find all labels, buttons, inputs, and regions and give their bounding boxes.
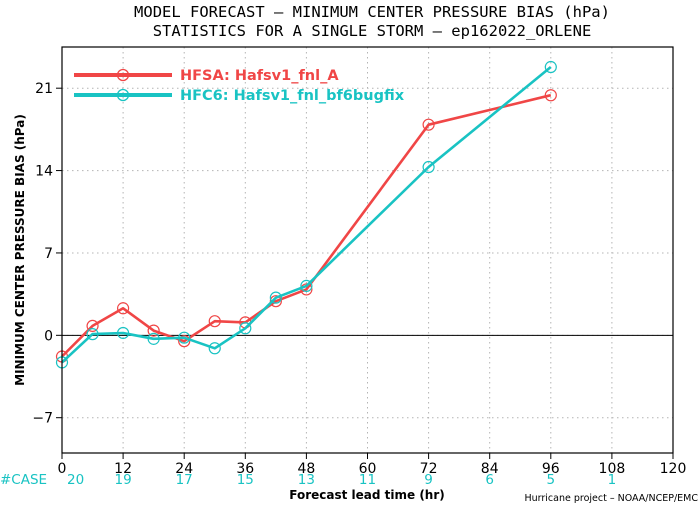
series-point-hfsa-12 bbox=[116, 302, 130, 315]
y-tick-label-0: 0 bbox=[44, 328, 53, 344]
series-point-hfc6-12 bbox=[116, 326, 130, 340]
series-line-hfsa bbox=[61, 93, 552, 358]
legend-label-hfsa: HFSA: Hafsv1_fnl_A bbox=[180, 68, 339, 84]
series-point-hfsa-72 bbox=[422, 118, 435, 131]
x-tick-label-48: 48 bbox=[297, 461, 315, 477]
chart-title-line-1: MODEL FORECAST – MINIMUM CENTER PRESSURE… bbox=[134, 3, 610, 21]
x-tick-label-84: 84 bbox=[481, 461, 499, 477]
case-count-0: 20 bbox=[67, 472, 84, 488]
x-tick-label-120: 120 bbox=[660, 461, 687, 477]
series-point-hfc6-24 bbox=[178, 331, 191, 344]
x-tick-label-60: 60 bbox=[359, 461, 377, 477]
case-count-96: 5 bbox=[547, 472, 556, 488]
series-point-hfc6-6 bbox=[86, 328, 99, 341]
y-tick-label-21: 21 bbox=[35, 81, 53, 97]
x-tick-label-0: 0 bbox=[58, 461, 67, 477]
series-point-hfsa-42 bbox=[269, 295, 282, 308]
series-point-hfsa-96 bbox=[544, 89, 557, 102]
series-point-hfc6-48 bbox=[300, 279, 313, 292]
x-tick-label-108: 108 bbox=[599, 461, 626, 477]
case-count-84: 6 bbox=[485, 472, 494, 488]
case-count-24: 17 bbox=[176, 472, 193, 488]
series-point-hfc6-30 bbox=[208, 342, 221, 355]
x-tick-label-24: 24 bbox=[175, 461, 193, 477]
y-tick-label-7: 7 bbox=[44, 246, 53, 262]
series-point-hfsa-18 bbox=[147, 324, 160, 337]
series-layer bbox=[55, 60, 557, 369]
series-point-hfsa-24 bbox=[178, 335, 191, 348]
x-tick-label-12: 12 bbox=[114, 461, 132, 477]
case-counts: 20 19 17 15 13 11 9 6 5 1 bbox=[67, 472, 616, 488]
series-point-hfsa-30 bbox=[208, 315, 221, 328]
series-point-hfc6-18 bbox=[147, 332, 160, 345]
x-tick-label-36: 36 bbox=[236, 461, 254, 477]
x-tick-label-96: 96 bbox=[542, 461, 560, 477]
case-count-108: 1 bbox=[608, 472, 617, 488]
case-count-60: 11 bbox=[359, 472, 376, 488]
legend-marker-hfsa bbox=[116, 68, 130, 82]
chart-title-line-2: STATISTICS FOR A SINGLE STORM – ep162022… bbox=[153, 22, 592, 40]
x-axis-label: Forecast lead time (hr) bbox=[289, 488, 445, 502]
series-point-hfc6-96 bbox=[544, 60, 557, 74]
y-tick-label-14: 14 bbox=[35, 164, 53, 180]
legend-marker-hfc6 bbox=[116, 88, 130, 102]
series-point-hfc6-36 bbox=[239, 322, 252, 335]
legend: HFSA: Hafsv1_fnl_A HFC6: Hafsv1_fnl_bf6b… bbox=[74, 68, 405, 104]
series-point-hfsa-48 bbox=[300, 283, 313, 296]
series-point-hfsa-6 bbox=[86, 319, 99, 333]
case-count-36: 15 bbox=[237, 472, 254, 488]
series-point-hfc6-72 bbox=[422, 160, 435, 174]
case-count-12: 19 bbox=[115, 472, 132, 488]
x-axis-ticks: 0 12 24 36 48 60 72 84 96 108 120 bbox=[58, 453, 687, 477]
y-axis-label: MINIMUM CENTER PRESSURE BIAS (hPa) bbox=[13, 114, 27, 386]
legend-label-hfc6: HFC6: Hafsv1_fnl_bf6bugfix bbox=[180, 88, 405, 104]
y-axis-ticks: −7 0 7 14 21 bbox=[32, 81, 62, 427]
case-count-48: 13 bbox=[298, 472, 315, 488]
case-count-label: #CASE bbox=[0, 472, 47, 488]
grid-lines bbox=[62, 47, 673, 453]
y-tick-label--7: −7 bbox=[32, 411, 53, 427]
series-point-hfc6-42 bbox=[269, 291, 282, 304]
case-count-72: 9 bbox=[424, 472, 433, 488]
series-line-hfc6 bbox=[61, 65, 552, 364]
credit-text: Hurricane project – NOAA/NCEP/EMC bbox=[524, 493, 698, 504]
x-tick-label-72: 72 bbox=[420, 461, 438, 477]
